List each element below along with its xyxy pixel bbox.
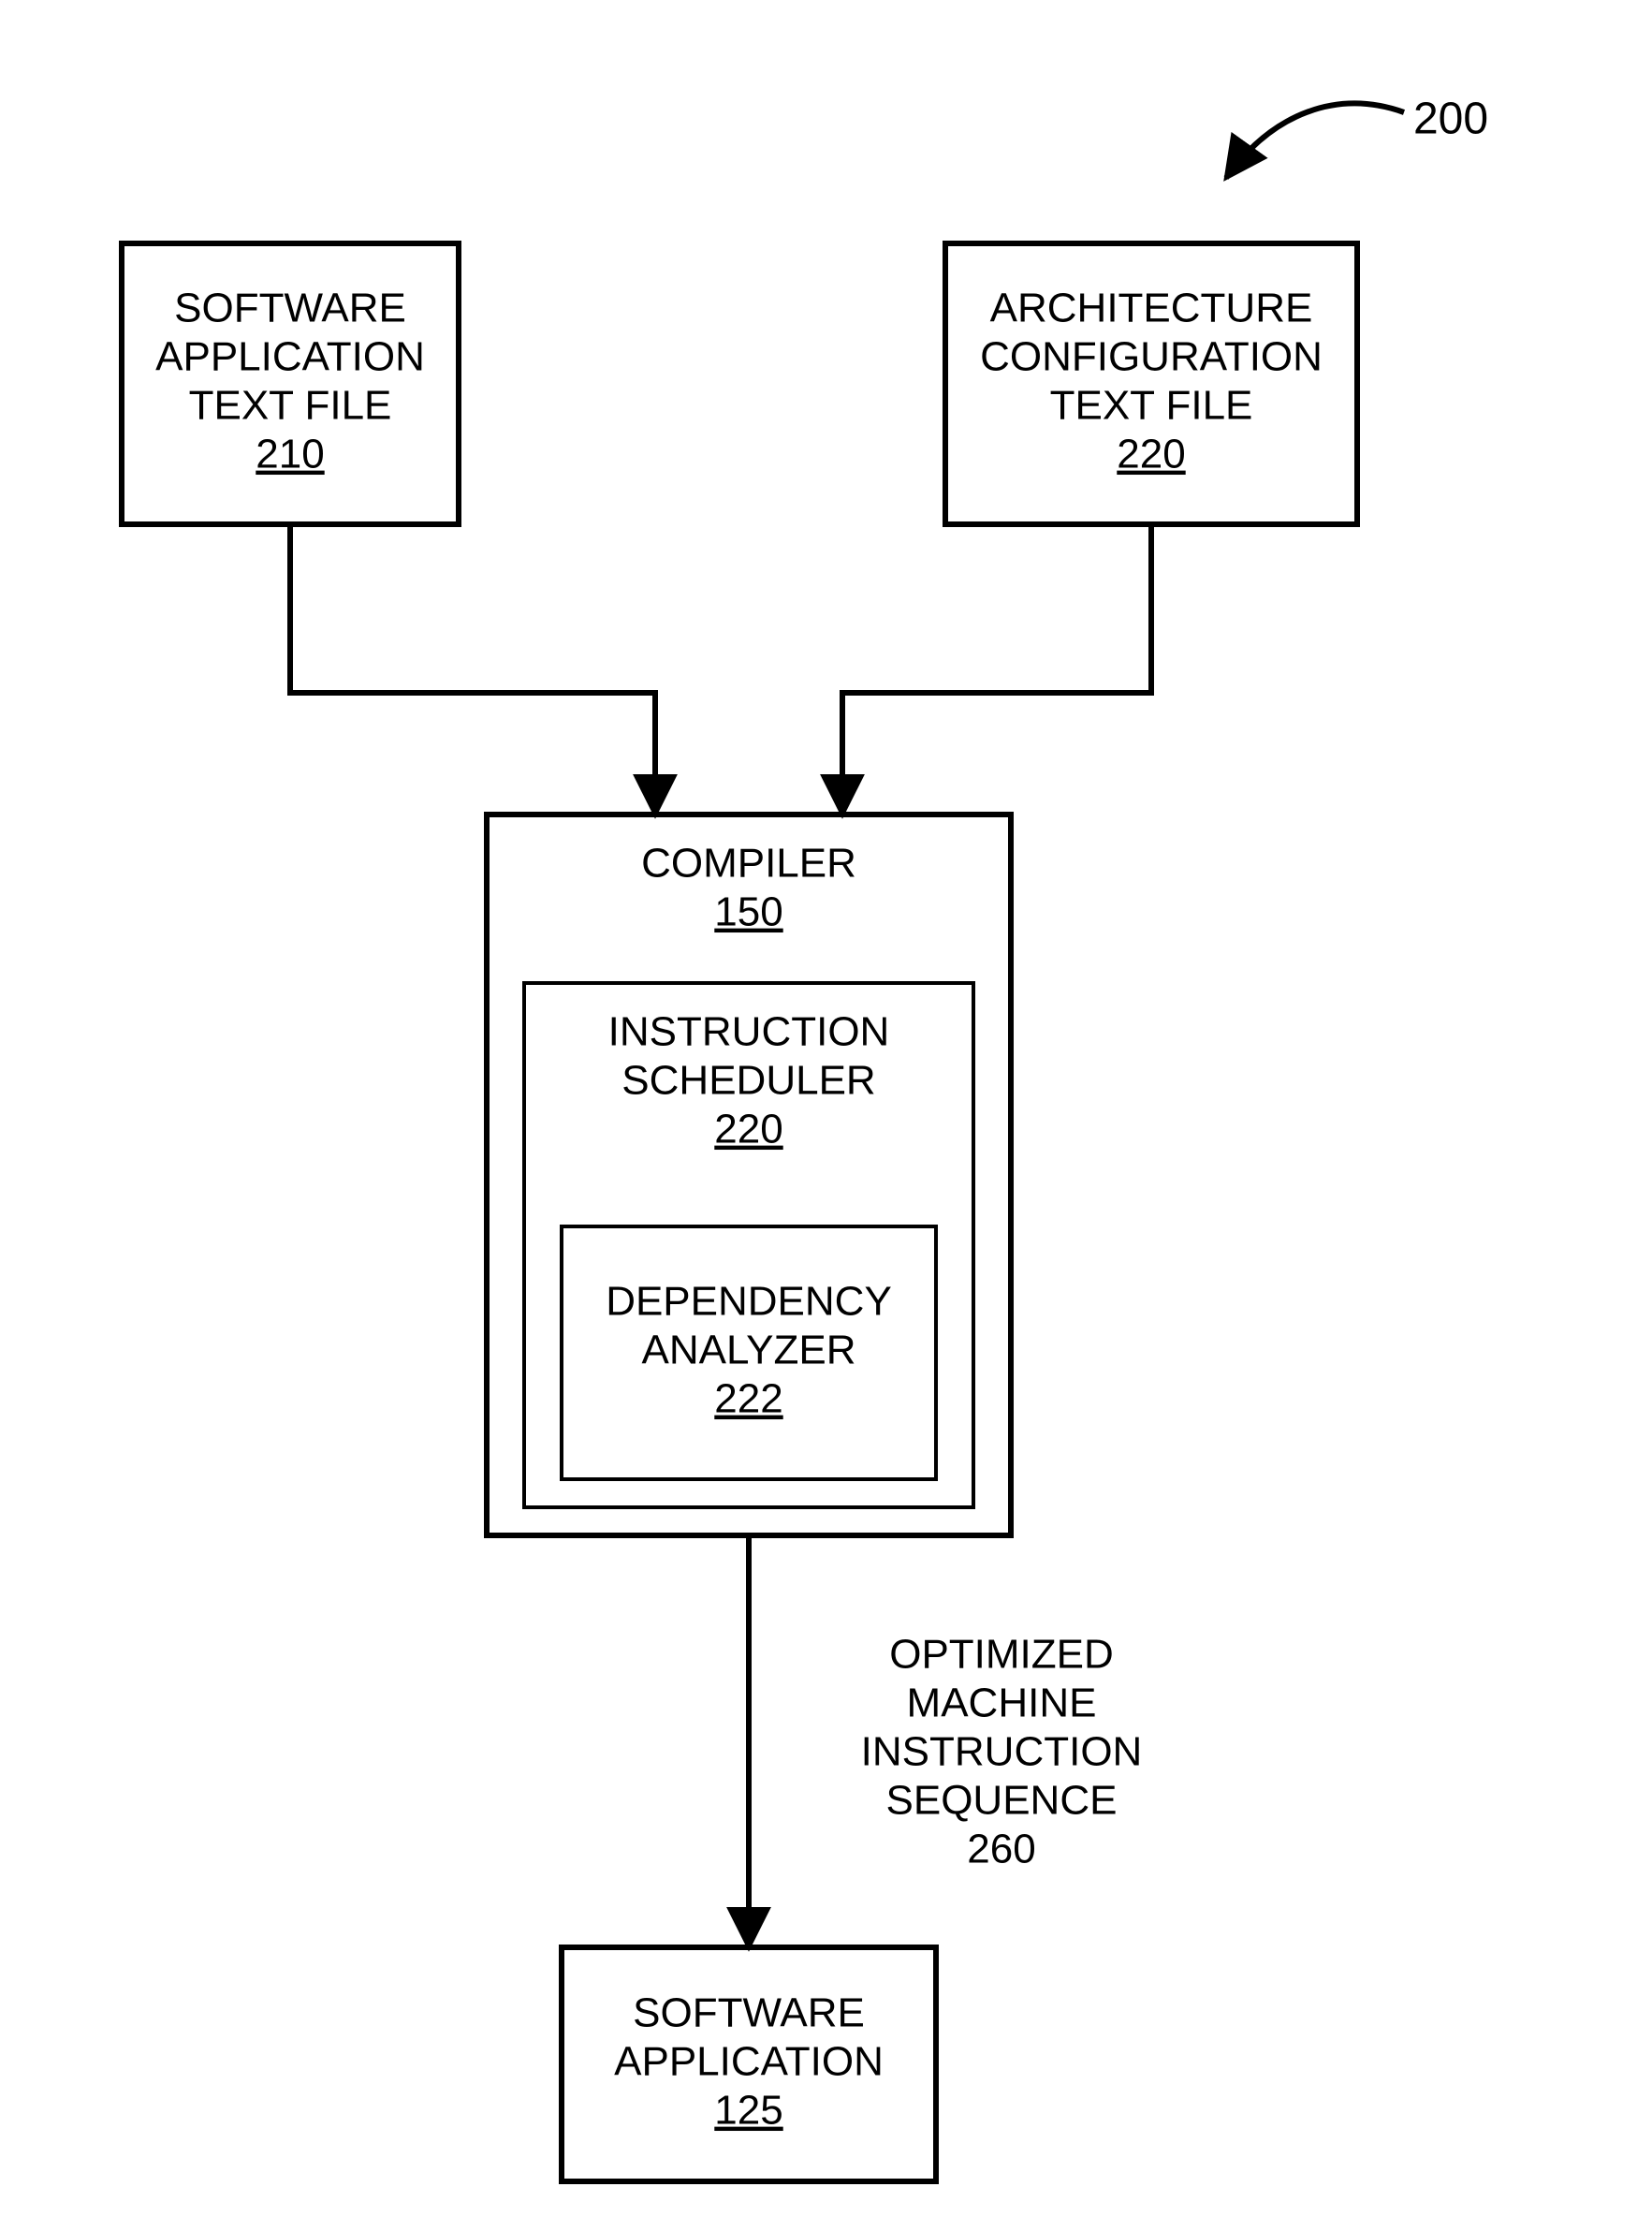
output-label-line-1: MACHINE (907, 1681, 1097, 1726)
figure-ref-label: 200 (1413, 95, 1488, 144)
sw_app-box: SOFTWAREAPPLICATION125 (562, 1947, 936, 2181)
compiler-line-0: COMPILER (641, 841, 856, 887)
output-label-line-0: OPTIMIZED (889, 1632, 1114, 1678)
arch_text_file-line-2: TEXT FILE (1050, 383, 1253, 429)
sw_text_file-line-0: SOFTWARE (174, 286, 406, 331)
output-label-line-3: SEQUENCE (886, 1778, 1118, 1824)
sw_app-line-1: APPLICATION (614, 2039, 884, 2085)
scheduler-line-1: SCHEDULER (621, 1058, 875, 1104)
sw_app-ref: 125 (714, 2088, 782, 2134)
analyzer-box: DEPENDENCYANALYZER222 (562, 1226, 936, 1479)
arch_text_file-box: ARCHITECTURECONFIGURATIONTEXT FILE220 (945, 243, 1357, 524)
sw_text_file-line-1: APPLICATION (155, 334, 425, 380)
analyzer-line-0: DEPENDENCY (606, 1279, 892, 1325)
arch_text_file-ref: 220 (1117, 432, 1185, 477)
sw_app-line-0: SOFTWARE (633, 1990, 865, 2036)
analyzer-ref: 222 (714, 1376, 782, 1422)
sw_text_file-line-2: TEXT FILE (189, 383, 392, 429)
compiler-ref: 150 (714, 889, 782, 935)
arch_text_file-line-1: CONFIGURATION (980, 334, 1323, 380)
sw_text_file-ref: 210 (256, 432, 324, 477)
analyzer-line-1: ANALYZER (641, 1328, 855, 1373)
right_in-edge (842, 524, 1151, 815)
scheduler-ref: 220 (714, 1107, 782, 1152)
sw_text_file-box: SOFTWAREAPPLICATIONTEXT FILE210 (122, 243, 459, 524)
scheduler-line-0: INSTRUCTION (608, 1009, 890, 1055)
left_in-edge (290, 524, 655, 815)
output-label-line-4: 260 (967, 1827, 1035, 1872)
output-label-line-2: INSTRUCTION (861, 1729, 1143, 1775)
arch_text_file-line-0: ARCHITECTURE (990, 286, 1313, 331)
